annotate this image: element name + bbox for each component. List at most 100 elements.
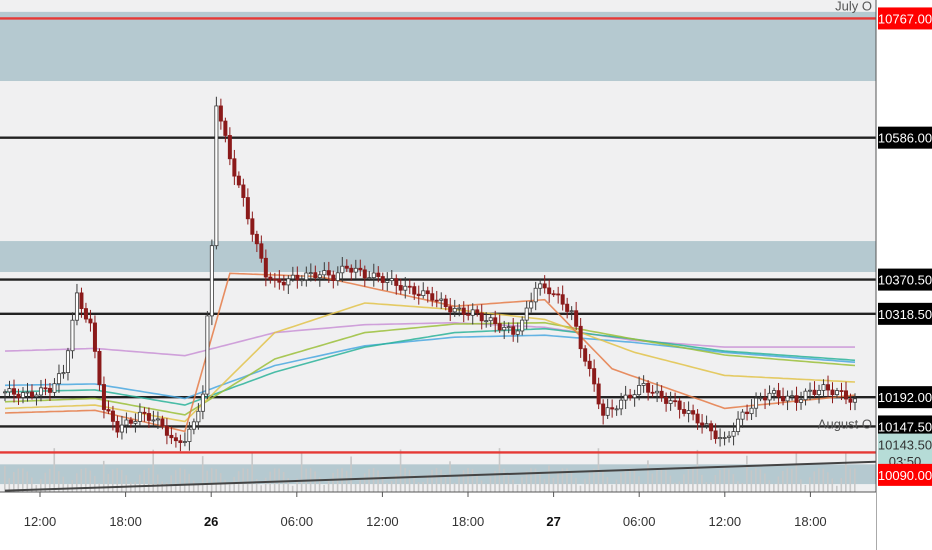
candle-body [439, 298, 444, 301]
volume-bar [620, 472, 622, 492]
candle-body [434, 299, 439, 302]
candle-body [403, 285, 408, 291]
volume-bar [845, 451, 847, 492]
volume-bar [215, 468, 217, 492]
volume-bar [255, 478, 258, 492]
candle-body [736, 418, 741, 432]
candle-body [119, 424, 124, 433]
price-label-1: 10586.00 [878, 131, 932, 146]
candle-body [232, 158, 237, 177]
candle-body [520, 319, 525, 332]
volume-bar [651, 473, 654, 492]
volume-bar [498, 448, 501, 492]
candle-body [290, 274, 295, 280]
price-label-box-3 [878, 302, 932, 325]
volume-bar [363, 473, 366, 492]
candle-body [65, 350, 70, 373]
candle-body [610, 407, 615, 410]
volume-bar [813, 471, 816, 492]
candle-body [101, 384, 106, 410]
volume-bar [674, 482, 676, 492]
volume-bar [714, 475, 717, 492]
volume-bar [156, 474, 159, 492]
candle-body [317, 274, 322, 279]
candle-body [488, 317, 493, 322]
volume-bar [782, 470, 784, 492]
volume-bar [242, 468, 244, 492]
volume-bar [660, 468, 663, 492]
volume-bar [201, 456, 204, 492]
candle-body [668, 400, 673, 404]
candle-body [533, 287, 538, 303]
candle-body [299, 279, 304, 282]
volume-bar [593, 468, 595, 492]
volume-bar [413, 475, 415, 492]
volume-bar [467, 468, 469, 492]
volume-bar [57, 471, 60, 492]
candle-body [709, 423, 714, 432]
volume-bar [629, 468, 631, 492]
candle-body [722, 437, 727, 439]
candle-body [29, 391, 34, 398]
candle-body [151, 419, 156, 422]
candle-body [164, 425, 169, 436]
volume-bar [71, 479, 74, 492]
volume-bar [759, 469, 762, 492]
volume-bar [822, 468, 825, 492]
time-axis[interactable] [0, 492, 876, 550]
volume-bar [228, 484, 231, 492]
candle-body [448, 306, 453, 313]
time-tick-label-8: 12:00 [709, 514, 742, 529]
candle-body [344, 265, 349, 269]
candle-body [398, 285, 403, 291]
candle-body [412, 286, 417, 295]
volume-bar [30, 477, 33, 492]
candle-body [749, 407, 754, 415]
candle-body [430, 293, 435, 301]
candle-body [754, 397, 759, 409]
candle-body [565, 303, 570, 312]
candle-body [758, 397, 763, 400]
volume-bar [179, 468, 181, 492]
volume-bar [678, 481, 681, 492]
volume-bar [210, 468, 213, 492]
volume-bar [404, 468, 406, 492]
candle-body [484, 320, 489, 323]
volume-bar [291, 485, 294, 492]
trendline[interactable] [4, 460, 877, 492]
volume-bar [399, 449, 402, 492]
volume-bar [831, 478, 834, 492]
candle-body [511, 326, 516, 335]
volume-bar [314, 471, 316, 492]
volume-bar [120, 470, 123, 492]
candle-body [349, 267, 354, 273]
candle-body [362, 269, 367, 279]
candle-body [538, 283, 543, 289]
volume-bar [647, 460, 649, 492]
candle-body [277, 278, 282, 283]
candle-body [110, 410, 115, 422]
candle-body [38, 387, 43, 396]
time-tick-label-4: 12:00 [366, 514, 399, 529]
volume-bar [233, 476, 235, 492]
candle-body [187, 428, 192, 442]
candle-body [803, 390, 808, 401]
volume-bar [705, 481, 708, 492]
volume-bar [237, 471, 240, 492]
horizontal-levels[interactable] [0, 17, 876, 454]
volume-bar [350, 456, 352, 492]
volume-bar [489, 476, 492, 492]
candle-body [106, 409, 111, 412]
candle-body [88, 318, 93, 324]
candle-body [826, 384, 831, 391]
volume-bar [606, 477, 609, 492]
price-labels: 10767.00 10586.00 10370.50 10318.50 10192.00… [878, 7, 932, 486]
rising-trendline [4, 460, 877, 492]
volume-bar [669, 475, 672, 492]
candle-body [92, 322, 97, 352]
time-tick-label-2: 26 [204, 514, 218, 529]
candle-body [691, 410, 696, 415]
volume-bar [800, 479, 802, 492]
candle-body [551, 293, 556, 296]
